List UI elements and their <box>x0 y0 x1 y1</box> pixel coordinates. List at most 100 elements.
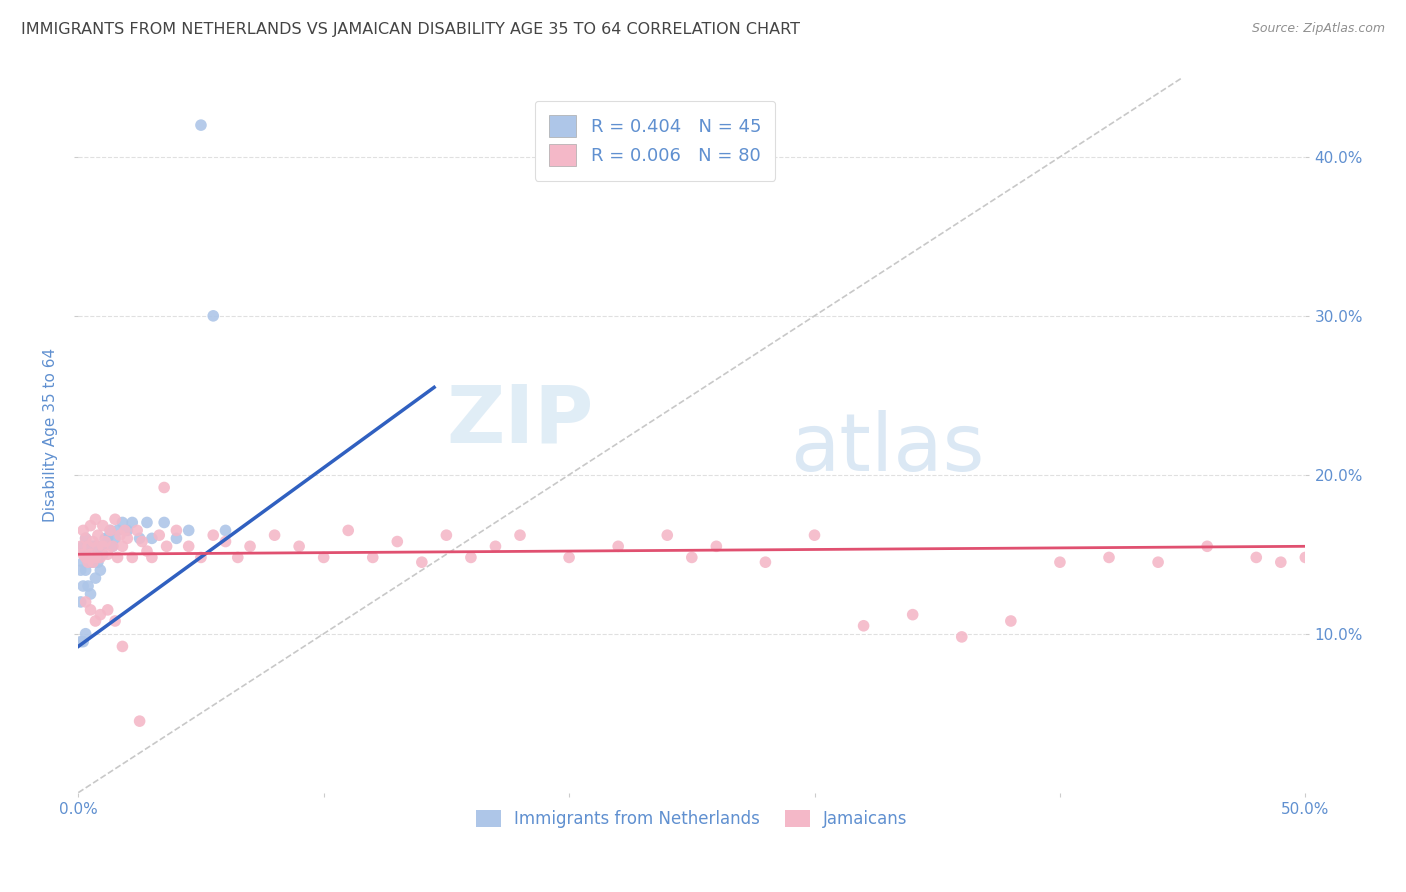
Point <box>387 534 409 549</box>
Point <box>82 555 104 569</box>
Point <box>165 524 187 538</box>
Point <box>101 539 124 553</box>
Point <box>91 518 114 533</box>
Point <box>104 614 127 628</box>
Point <box>681 550 703 565</box>
Point <box>155 539 177 553</box>
Point <box>87 528 110 542</box>
Point <box>114 524 136 538</box>
Point <box>657 528 679 542</box>
Point <box>79 603 101 617</box>
Point <box>190 550 212 565</box>
Point <box>77 579 100 593</box>
Point <box>98 524 121 538</box>
Point <box>153 481 176 495</box>
Point <box>754 555 776 569</box>
Point <box>91 547 114 561</box>
Point <box>202 528 225 542</box>
Point <box>69 539 91 553</box>
Point <box>79 539 101 553</box>
Point <box>107 524 129 538</box>
Point <box>82 539 104 553</box>
Point <box>136 516 159 530</box>
Point <box>69 563 91 577</box>
Point <box>950 630 973 644</box>
Point <box>263 528 285 542</box>
Point <box>226 550 249 565</box>
Point <box>89 550 111 565</box>
Point <box>75 626 97 640</box>
Point <box>87 547 110 561</box>
Point <box>84 512 107 526</box>
Point <box>1098 550 1121 565</box>
Text: ZIP: ZIP <box>446 382 593 459</box>
Y-axis label: Disability Age 35 to 64: Disability Age 35 to 64 <box>44 348 58 522</box>
Point <box>91 539 114 553</box>
Point <box>75 550 97 565</box>
Point <box>77 539 100 553</box>
Point <box>79 587 101 601</box>
Point <box>148 528 170 542</box>
Point <box>177 524 200 538</box>
Point <box>98 524 121 538</box>
Point <box>107 550 129 565</box>
Point <box>239 539 262 553</box>
Point <box>127 524 149 538</box>
Point <box>128 532 150 546</box>
Point <box>87 555 110 569</box>
Point <box>202 309 225 323</box>
Point <box>558 550 581 565</box>
Point <box>484 539 506 553</box>
Point <box>1294 550 1316 565</box>
Point <box>121 516 143 530</box>
Point <box>72 524 94 538</box>
Point <box>75 547 97 561</box>
Point <box>1049 555 1071 569</box>
Point <box>1147 555 1170 569</box>
Point <box>117 524 139 538</box>
Point <box>72 634 94 648</box>
Point <box>89 539 111 553</box>
Point <box>852 619 875 633</box>
Point <box>214 534 236 549</box>
Point <box>121 550 143 565</box>
Point <box>82 534 104 549</box>
Point <box>434 528 457 542</box>
Point <box>460 550 482 565</box>
Point <box>1000 614 1022 628</box>
Point <box>79 518 101 533</box>
Point <box>84 550 107 565</box>
Point <box>190 118 212 132</box>
Point <box>87 539 110 553</box>
Point <box>704 539 727 553</box>
Point <box>75 595 97 609</box>
Point <box>91 539 114 553</box>
Point <box>312 550 335 565</box>
Point <box>101 539 124 553</box>
Point <box>361 550 384 565</box>
Point <box>72 539 94 553</box>
Point <box>75 563 97 577</box>
Point <box>84 539 107 553</box>
Point <box>108 528 131 542</box>
Point <box>901 607 924 622</box>
Point <box>75 532 97 546</box>
Point <box>69 595 91 609</box>
Point <box>111 640 134 654</box>
Point <box>79 555 101 569</box>
Point <box>104 532 127 546</box>
Point <box>141 550 163 565</box>
Point <box>1270 555 1292 569</box>
Point <box>69 634 91 648</box>
Point <box>128 714 150 728</box>
Point <box>337 524 360 538</box>
Text: IMMIGRANTS FROM NETHERLANDS VS JAMAICAN DISABILITY AGE 35 TO 64 CORRELATION CHAR: IMMIGRANTS FROM NETHERLANDS VS JAMAICAN … <box>21 22 800 37</box>
Point <box>131 534 153 549</box>
Point <box>77 555 100 569</box>
Point <box>117 532 139 546</box>
Point <box>82 555 104 569</box>
Text: Source: ZipAtlas.com: Source: ZipAtlas.com <box>1251 22 1385 36</box>
Point <box>75 532 97 546</box>
Point <box>288 539 311 553</box>
Point <box>72 579 94 593</box>
